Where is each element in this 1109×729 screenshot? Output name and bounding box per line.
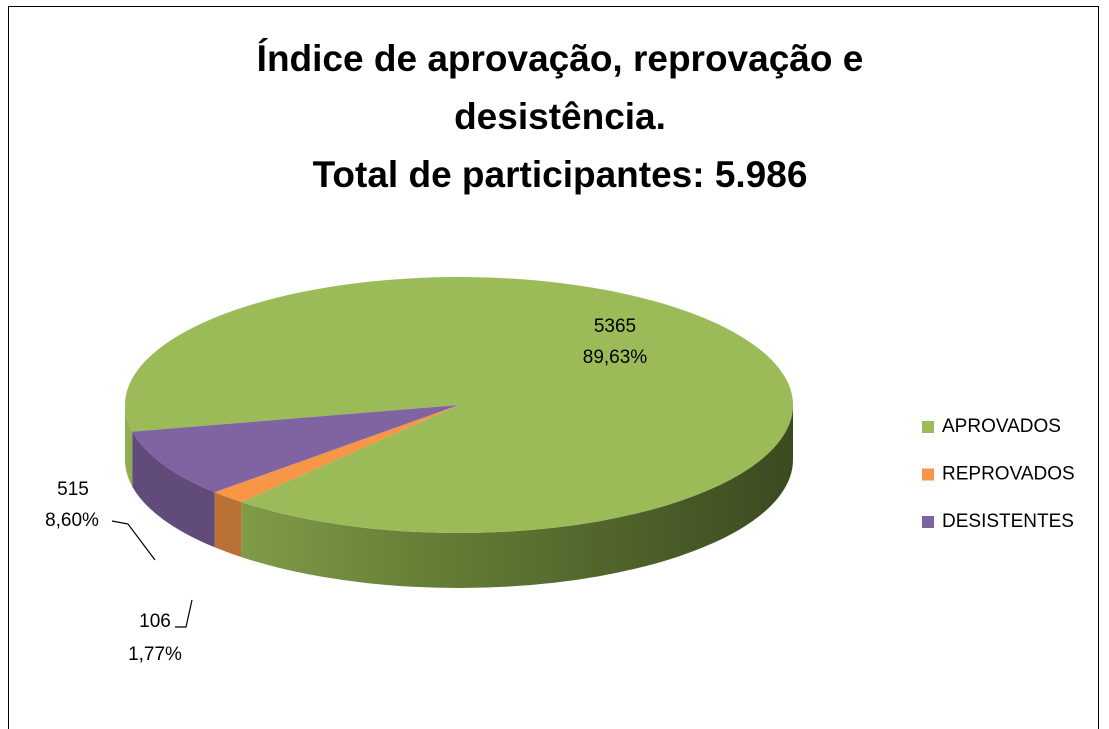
data-label-percent: 89,63% [583,347,648,368]
slice [132,405,459,493]
chart-subtitle: Total de participantes: 5.986 [312,154,808,195]
pie [124,277,793,588]
legend-swatch [922,421,934,433]
slice-side [241,405,793,588]
legend-swatch [922,468,934,481]
leader-line [175,599,193,628]
data-label: 106 [139,611,171,632]
slice-side [214,492,242,558]
legend-label: REPROVADOS [942,464,1075,485]
data-label-percent: 8,60% [45,510,99,531]
data-label-percent: 1,77% [128,644,182,665]
legend-swatch [922,516,934,528]
slice-side [125,405,133,487]
chart-frame [8,6,1099,729]
slice-side [132,431,215,548]
leader-line [111,520,156,561]
slice [214,405,459,503]
data-label: 5365 [594,316,636,337]
legend-label: DESISTENTES [942,511,1074,532]
legend-label: APROVADOS [942,416,1061,437]
slice [124,277,793,534]
chart-title: Índice de aprovação, reprovação e desist… [256,38,864,137]
data-label: 515 [57,479,89,500]
